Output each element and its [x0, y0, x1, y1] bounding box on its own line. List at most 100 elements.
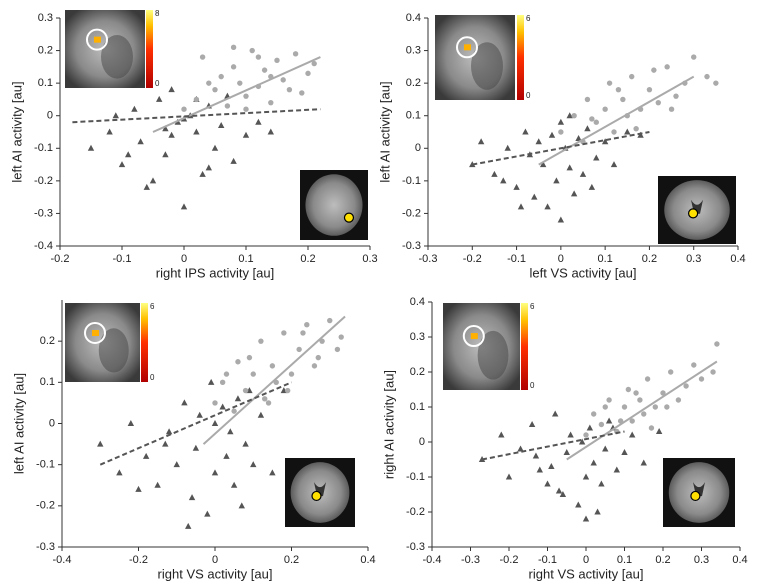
roi-marker [687, 208, 699, 219]
point [230, 157, 237, 164]
roi-circle [456, 36, 478, 59]
colorbar-min: 0 [155, 79, 160, 88]
point [589, 116, 595, 122]
point [269, 469, 276, 476]
roi-marker [311, 490, 322, 502]
x-tick-label: 0 [583, 554, 589, 566]
inset-structure [477, 330, 509, 380]
point [584, 96, 591, 103]
point [710, 369, 716, 375]
roi-circle [462, 325, 485, 348]
point [249, 47, 255, 54]
y-tick-label: -0.2 [34, 175, 53, 187]
point [544, 480, 551, 487]
x-tick-label: 0.4 [730, 253, 745, 265]
x-tick-label: 0.4 [732, 554, 747, 566]
y-tick-label: 0.2 [406, 77, 421, 89]
point [168, 86, 175, 93]
point [611, 129, 617, 135]
y-tick-label: -0.3 [36, 541, 55, 553]
colorbar-max: 6 [526, 14, 531, 23]
point [156, 95, 163, 102]
x-tick-label: 0.3 [686, 253, 701, 265]
x-tick-label: -0.3 [419, 253, 438, 265]
point [675, 397, 682, 403]
point [192, 444, 200, 451]
point [559, 491, 567, 497]
point [714, 341, 720, 347]
point [606, 397, 612, 403]
x-tick-label: -0.4 [423, 554, 442, 566]
point [517, 203, 525, 210]
point [593, 154, 600, 161]
point [319, 338, 325, 344]
point [567, 431, 574, 438]
point [162, 151, 169, 158]
roi-circle [86, 28, 108, 51]
y-tick-label: -0.3 [34, 207, 53, 219]
point [532, 452, 540, 459]
trend-line [472, 131, 650, 166]
point [578, 438, 586, 445]
point [255, 118, 262, 125]
point [644, 376, 651, 382]
trend-line [152, 56, 321, 133]
point [505, 473, 513, 480]
x-tick-label: -0.4 [53, 554, 72, 566]
y-tick-label: 0 [419, 436, 425, 448]
point [205, 164, 212, 171]
y-tick-label: -0.1 [402, 175, 421, 187]
point [555, 487, 563, 494]
point [242, 440, 249, 447]
point [601, 138, 609, 145]
point [691, 362, 697, 368]
x-tick-label: 0.1 [617, 554, 632, 566]
activation [94, 36, 101, 43]
point [112, 112, 119, 119]
point [250, 461, 257, 468]
point [536, 466, 543, 473]
point [206, 80, 212, 86]
point [683, 383, 689, 389]
point [154, 481, 161, 488]
y-tick-label: 0 [47, 110, 53, 122]
point [673, 93, 679, 99]
point [125, 151, 132, 158]
point [235, 359, 241, 365]
x-tick-label: -0.1 [538, 554, 557, 566]
colorbar-max: 6 [150, 302, 155, 311]
point [180, 203, 188, 210]
point [193, 128, 200, 135]
colorbar-min: 0 [526, 91, 531, 100]
point [593, 119, 599, 125]
point [116, 469, 123, 476]
x-tick-label: 0 [558, 253, 564, 265]
point [637, 131, 644, 138]
point [629, 73, 635, 80]
x-tick-label: 0.2 [284, 554, 299, 566]
trend-line [481, 430, 625, 461]
activation [464, 44, 471, 51]
colorbar-max: 6 [530, 302, 535, 311]
point [586, 424, 594, 431]
x-axis-label: right IPS activity [au] [156, 265, 275, 280]
point [280, 77, 286, 83]
point [610, 161, 618, 168]
y-tick-label: -0.3 [406, 541, 425, 553]
point [218, 73, 224, 80]
point [633, 126, 639, 132]
point [227, 428, 234, 435]
point [598, 480, 605, 487]
point [629, 431, 636, 438]
point [655, 428, 663, 434]
point [274, 57, 280, 64]
point [265, 400, 272, 406]
point [87, 144, 95, 151]
point [237, 80, 243, 86]
x-tick-label: -0.2 [129, 554, 148, 566]
x-axis-label: right VS activity [au] [529, 566, 644, 581]
y-tick-label: -0.1 [406, 471, 425, 483]
point [620, 96, 626, 103]
point [605, 417, 613, 424]
